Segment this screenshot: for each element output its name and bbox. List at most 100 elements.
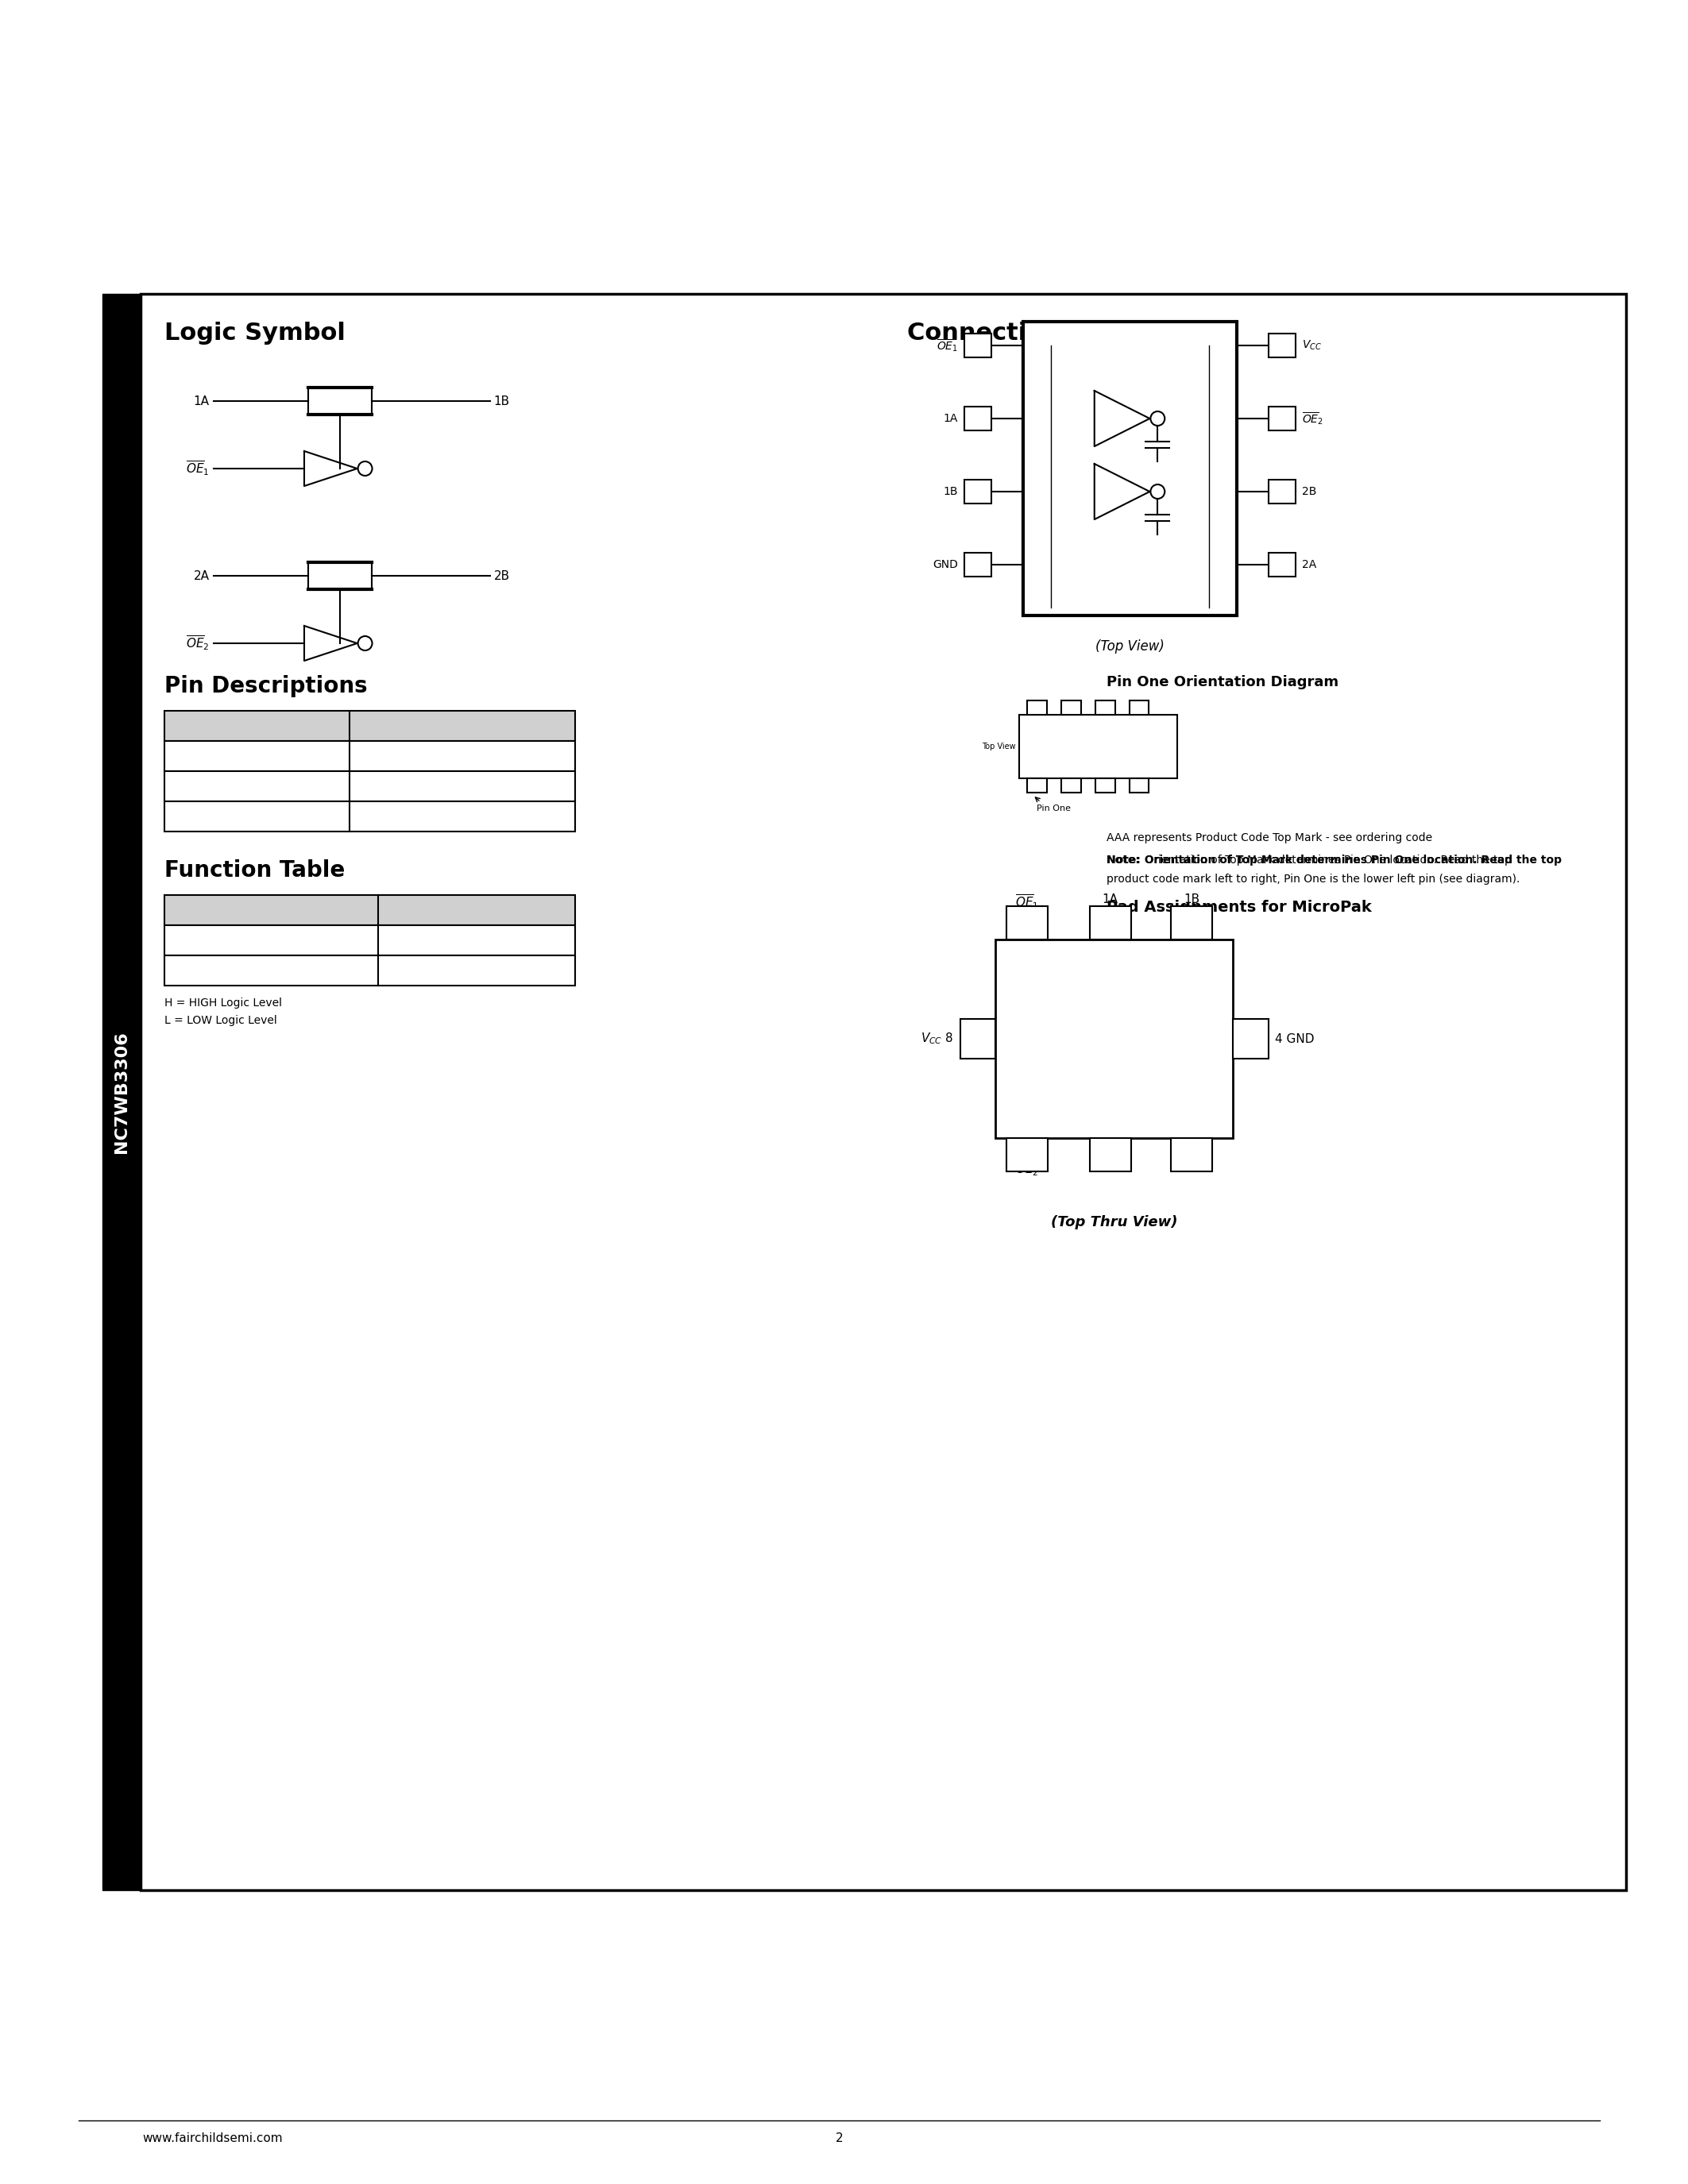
Text: 2B: 2B bbox=[1102, 1160, 1117, 1173]
Bar bbox=[1268, 334, 1296, 358]
Text: Orientation of Top Mark determines Pin One location. Read the top: Orientation of Top Mark determines Pin O… bbox=[1141, 854, 1512, 865]
Text: 1B: 1B bbox=[1183, 893, 1200, 906]
Text: 2: 2 bbox=[1030, 413, 1036, 424]
Text: Top View: Top View bbox=[981, 743, 1016, 751]
Text: GND: GND bbox=[932, 559, 957, 570]
Text: Logic Symbol: Logic Symbol bbox=[164, 321, 346, 345]
Bar bbox=[996, 939, 1232, 1138]
Text: 1B: 1B bbox=[944, 487, 957, 498]
Text: Note: Orientation of Top Mark determines Pin One location. Read the top: Note: Orientation of Top Mark determines… bbox=[1106, 854, 1561, 865]
Text: $V_{CC}$ 8: $V_{CC}$ 8 bbox=[922, 1031, 954, 1046]
Bar bbox=[164, 740, 576, 771]
Bar bbox=[1006, 906, 1048, 939]
Text: Bus Enable Input $\overline{OE}$: Bus Enable Input $\overline{OE}$ bbox=[203, 902, 341, 919]
Text: 2: 2 bbox=[836, 2132, 842, 2145]
Text: 2B: 2B bbox=[495, 570, 510, 581]
Bar bbox=[1096, 701, 1116, 714]
Text: Note:: Note: bbox=[1106, 854, 1141, 865]
Bar bbox=[1268, 480, 1296, 505]
Text: 6: 6 bbox=[1224, 487, 1231, 498]
Text: AAA: AAA bbox=[1089, 740, 1109, 751]
Text: Pin One Orientation Diagram: Pin One Orientation Diagram bbox=[1106, 675, 1339, 690]
Text: $\overline{OE}_1$: $\overline{OE}_1$ bbox=[937, 339, 957, 354]
Text: 5: 5 bbox=[1188, 915, 1195, 926]
Text: Function: Function bbox=[447, 904, 506, 915]
Text: B Connected to A: B Connected to A bbox=[419, 933, 533, 948]
Bar bbox=[1129, 701, 1150, 714]
Text: www.fairchildsemi.com: www.fairchildsemi.com bbox=[142, 2132, 282, 2145]
Bar bbox=[960, 1020, 996, 1059]
Bar bbox=[140, 295, 1626, 1889]
Text: 2A: 2A bbox=[1183, 1160, 1200, 1173]
Text: Bus Enable Input: Bus Enable Input bbox=[405, 810, 517, 823]
Text: 2: 2 bbox=[1106, 1144, 1114, 1155]
Bar bbox=[164, 802, 576, 832]
Bar bbox=[1062, 778, 1080, 793]
Text: H: H bbox=[267, 963, 277, 978]
Text: H = HIGH Logic Level: H = HIGH Logic Level bbox=[164, 998, 282, 1009]
Bar bbox=[1096, 778, 1116, 793]
Text: 1A: 1A bbox=[194, 395, 209, 406]
Text: L = LOW Logic Level: L = LOW Logic Level bbox=[164, 1016, 277, 1026]
Bar bbox=[1268, 406, 1296, 430]
Text: 7: 7 bbox=[1023, 915, 1031, 926]
Text: product code mark left to right, Pin One is the lower left pin (see diagram).: product code mark left to right, Pin One… bbox=[1106, 874, 1519, 885]
Text: 3: 3 bbox=[1188, 1144, 1195, 1155]
Bar bbox=[1090, 906, 1131, 939]
Bar bbox=[1090, 1138, 1131, 1171]
Bar bbox=[1268, 553, 1296, 577]
Text: 1: 1 bbox=[1030, 341, 1036, 352]
Text: 1: 1 bbox=[1023, 1144, 1031, 1155]
Text: 1A: 1A bbox=[944, 413, 957, 424]
Bar bbox=[1129, 778, 1150, 793]
Text: 1B: 1B bbox=[495, 395, 510, 406]
Text: (Top View): (Top View) bbox=[1096, 640, 1165, 653]
Text: 2A: 2A bbox=[194, 570, 209, 581]
Bar bbox=[164, 954, 576, 985]
Bar bbox=[1023, 321, 1237, 616]
Text: 3: 3 bbox=[1030, 487, 1036, 498]
Text: 4 GND: 4 GND bbox=[1274, 1033, 1313, 1044]
Text: Pad Assignments for MicroPak: Pad Assignments for MicroPak bbox=[1106, 900, 1371, 915]
Bar bbox=[1028, 701, 1047, 714]
Text: 2A: 2A bbox=[1301, 559, 1317, 570]
Bar bbox=[164, 926, 576, 954]
Text: 2B: 2B bbox=[1301, 487, 1317, 498]
Bar bbox=[164, 895, 576, 926]
Bar bbox=[164, 771, 576, 802]
Text: Connection Diagrams: Connection Diagrams bbox=[906, 321, 1198, 345]
Text: Pin One: Pin One bbox=[1036, 804, 1070, 812]
Text: Bus B: Bus B bbox=[442, 780, 479, 793]
Text: 7: 7 bbox=[1224, 413, 1231, 424]
Text: $\overline{OE}_1$: $\overline{OE}_1$ bbox=[1016, 893, 1040, 911]
Bar bbox=[964, 553, 991, 577]
Bar bbox=[1171, 906, 1212, 939]
Text: AAA represents Product Code Top Mark - see ordering code: AAA represents Product Code Top Mark - s… bbox=[1106, 832, 1431, 843]
Text: 6: 6 bbox=[1106, 915, 1114, 926]
Text: 4: 4 bbox=[1030, 559, 1036, 570]
Text: $\overline{OE}$: $\overline{OE}$ bbox=[245, 808, 265, 826]
Text: $\overline{OE}_2$: $\overline{OE}_2$ bbox=[1016, 1160, 1038, 1177]
Bar bbox=[964, 406, 991, 430]
Bar bbox=[1062, 701, 1080, 714]
Bar bbox=[103, 295, 140, 1889]
Bar bbox=[1028, 778, 1047, 793]
Text: Bus A: Bus A bbox=[442, 749, 479, 762]
Bar bbox=[964, 334, 991, 358]
Text: L: L bbox=[267, 933, 275, 948]
Text: Pin Descriptions: Pin Descriptions bbox=[164, 675, 368, 697]
Bar bbox=[1171, 1138, 1212, 1171]
Bar bbox=[964, 480, 991, 505]
Text: $V_{CC}$: $V_{CC}$ bbox=[1301, 339, 1322, 352]
Text: NC7WB3306: NC7WB3306 bbox=[113, 1031, 130, 1153]
Text: B: B bbox=[250, 780, 260, 793]
Bar bbox=[1006, 1138, 1048, 1171]
Text: $\overline{OE}_2$: $\overline{OE}_2$ bbox=[1301, 411, 1323, 426]
Text: 1A: 1A bbox=[1102, 893, 1117, 906]
Text: (Top Thru View): (Top Thru View) bbox=[1052, 1214, 1178, 1230]
Bar bbox=[1020, 714, 1178, 778]
Text: $\overline{OE}_2$: $\overline{OE}_2$ bbox=[186, 633, 209, 653]
Text: Disconnected: Disconnected bbox=[432, 963, 522, 978]
Text: 5: 5 bbox=[1224, 559, 1231, 570]
Text: Pin Name: Pin Name bbox=[219, 719, 290, 734]
